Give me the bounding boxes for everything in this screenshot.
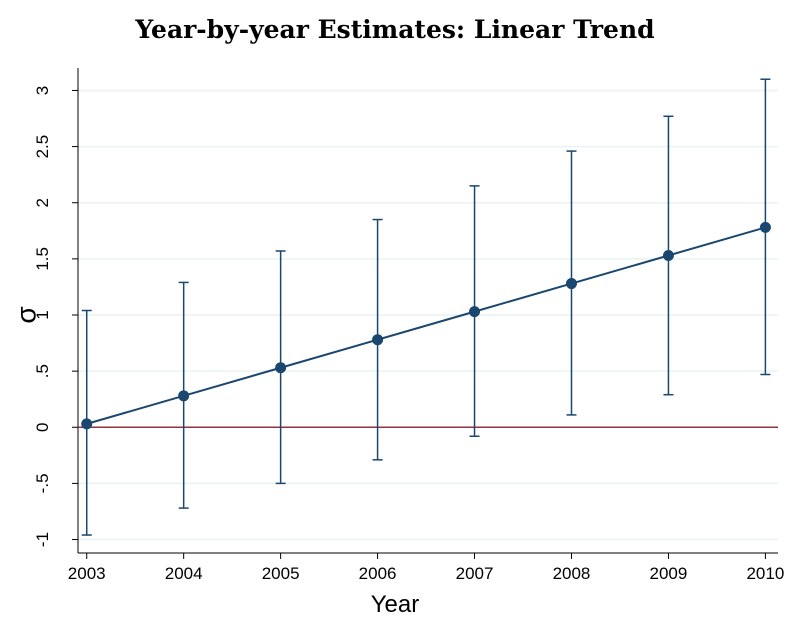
trend-line bbox=[86, 226, 766, 425]
y-tick-label: 2.5 bbox=[33, 135, 52, 159]
y-tick-label: .5 bbox=[33, 364, 52, 378]
x-tick-label: 2009 bbox=[650, 564, 688, 583]
point bbox=[662, 249, 674, 261]
y-tick-label: 2 bbox=[33, 198, 52, 207]
point bbox=[372, 334, 384, 346]
x-tick-label: 2004 bbox=[165, 564, 203, 583]
point bbox=[469, 306, 481, 318]
point bbox=[275, 362, 287, 374]
point bbox=[81, 418, 93, 430]
y-axis-label: σ bbox=[10, 306, 41, 323]
chart-title: Year-by-year Estimates: Linear Trend bbox=[134, 15, 654, 44]
y-tick-label: 1 bbox=[33, 310, 52, 319]
y-tick-label: -.5 bbox=[33, 473, 52, 493]
point bbox=[759, 221, 771, 233]
x-tick-label: 2010 bbox=[746, 564, 784, 583]
x-tick-label: 2006 bbox=[359, 564, 397, 583]
point bbox=[565, 278, 577, 290]
y-tick-label: -1 bbox=[33, 532, 52, 547]
x-axis-label: Year bbox=[371, 591, 420, 618]
point bbox=[178, 390, 190, 402]
x-tick-label: 2005 bbox=[262, 564, 300, 583]
y-tick-label: 0 bbox=[33, 423, 52, 432]
y-tick-label: 1.5 bbox=[33, 247, 52, 271]
x-tick-label: 2007 bbox=[456, 564, 494, 583]
y-tick-label: 3 bbox=[33, 86, 52, 95]
x-tick-label: 2008 bbox=[553, 564, 591, 583]
x-tick-label: 2003 bbox=[68, 564, 106, 583]
